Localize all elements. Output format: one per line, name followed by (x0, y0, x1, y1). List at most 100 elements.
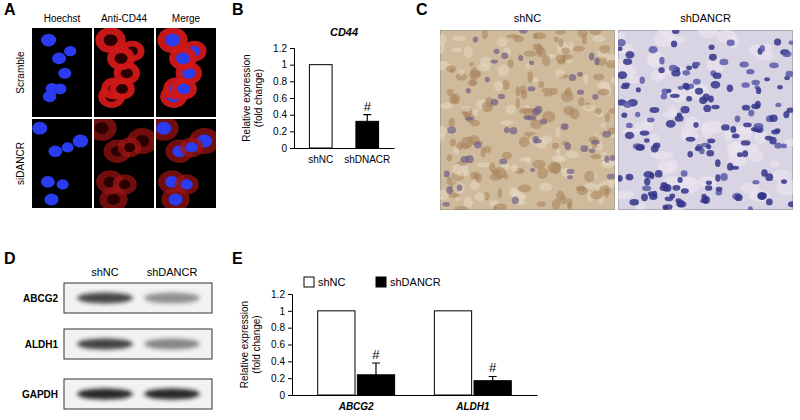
nucleus (771, 130, 780, 135)
nucleus (672, 185, 680, 191)
nucleus (518, 55, 523, 61)
nucleus (727, 163, 733, 171)
stain (456, 170, 467, 177)
nucleus (465, 116, 473, 120)
nucleus (672, 30, 679, 34)
nucleus (527, 86, 535, 91)
nucleus (782, 51, 791, 57)
nucleus (618, 47, 623, 52)
legend-label: shDANCR (390, 276, 441, 288)
x-tick: shNC (308, 148, 333, 165)
bar (356, 121, 379, 148)
nucleus-shadow (115, 53, 128, 64)
cd44-stain (94, 119, 117, 141)
stain (548, 162, 561, 174)
stain (459, 69, 464, 76)
stain (440, 102, 452, 109)
stain (556, 148, 561, 156)
bar (474, 381, 511, 395)
y-tick-mark (288, 328, 292, 329)
y-axis-title: Relative expression (241, 54, 252, 141)
stain (446, 65, 457, 72)
nucleus (48, 145, 62, 157)
nucleus (693, 122, 698, 128)
x-tick-label: ABCG2 (338, 401, 374, 412)
nucleus (41, 34, 56, 47)
nucleus (669, 194, 675, 199)
stain (569, 42, 574, 50)
panel-label: E (232, 250, 243, 267)
nucleus (498, 94, 505, 99)
y-axis-title: (fold change) (253, 69, 264, 127)
micrograph-background (32, 119, 92, 208)
y-tick: 0.4 (271, 356, 292, 367)
nucleus (534, 139, 542, 144)
nucleus (62, 142, 74, 152)
nucleus (693, 79, 701, 85)
nucleus (663, 204, 671, 209)
stain (453, 36, 466, 41)
row-header: ALDH1 (25, 339, 59, 350)
stain (582, 105, 595, 112)
stain (524, 50, 537, 56)
y-tick: 0 (279, 390, 292, 401)
x-tick: ABCG2 (338, 395, 374, 412)
stain (451, 93, 460, 104)
stain (533, 43, 542, 50)
stain (600, 123, 605, 128)
chart-title: CD44 (330, 26, 358, 38)
cd44-stain (113, 174, 137, 194)
y-tick-label: 0.4 (271, 356, 285, 367)
stain (453, 147, 459, 154)
stain (538, 81, 544, 88)
column-header: shNC (91, 266, 119, 278)
nucleus (769, 63, 778, 69)
stain (454, 206, 468, 210)
nucleus (567, 175, 573, 179)
nucleus (501, 52, 508, 58)
nucleus (165, 34, 180, 47)
stain (516, 98, 520, 109)
nucleus (659, 57, 664, 65)
nucleus (711, 81, 721, 89)
nucleus (706, 150, 714, 156)
nucleus (41, 176, 55, 188)
stain (522, 108, 533, 113)
nucleus (751, 80, 760, 85)
nucleus (607, 174, 615, 180)
nucleus-shadow (107, 194, 120, 205)
nucleus (644, 138, 649, 143)
nucleus (561, 123, 569, 130)
nucleus (580, 145, 588, 152)
y-tick-label: 1.2 (273, 43, 287, 54)
stain (599, 185, 611, 195)
y-tick: 1 (281, 59, 294, 70)
column-header: shDANCR (680, 12, 731, 24)
nucleus (755, 101, 761, 109)
y-tick: 0.4 (273, 109, 294, 120)
micrograph-background (94, 28, 154, 117)
nucleus (641, 193, 648, 201)
nucleus (181, 179, 193, 189)
nucleus (774, 39, 781, 46)
y-tick-mark (288, 395, 292, 396)
blot-band (77, 293, 133, 304)
stain (558, 39, 563, 47)
nucleus (669, 65, 677, 72)
nucleus (686, 137, 696, 142)
y-tick-label: 1 (281, 59, 287, 70)
ihc-background (618, 30, 793, 210)
stain (516, 86, 521, 96)
stroma (669, 88, 687, 103)
nucleus (764, 77, 770, 81)
nucleus (569, 74, 577, 81)
y-tick-mark (288, 378, 292, 379)
nucleus (671, 41, 677, 48)
stain (593, 73, 604, 80)
plot-area (318, 311, 512, 395)
nucleus (699, 148, 705, 154)
nucleus (703, 197, 708, 204)
nucleus (649, 107, 659, 113)
stroma (748, 149, 763, 162)
panel-label: D (4, 250, 16, 267)
